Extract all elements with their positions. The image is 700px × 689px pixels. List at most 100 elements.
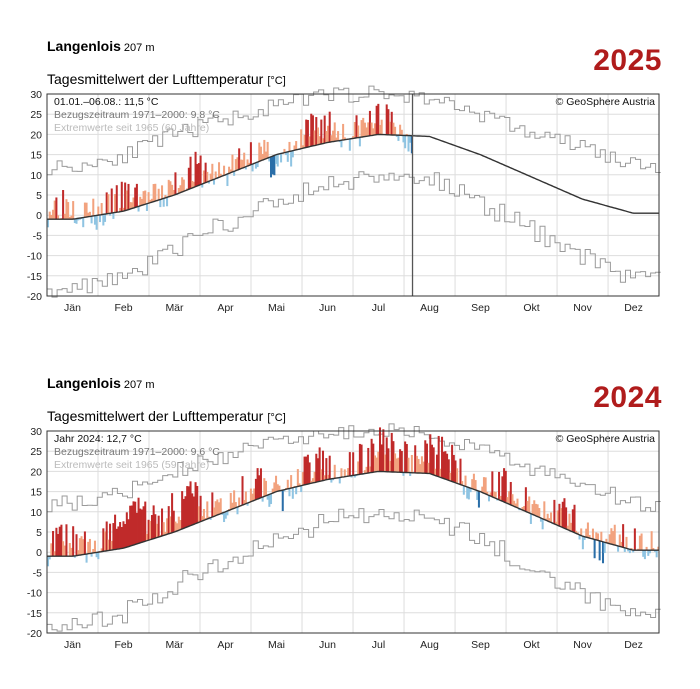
- anomaly-bar: [429, 434, 432, 474]
- anomaly-bar: [196, 164, 199, 187]
- anomaly-bar: [149, 520, 152, 540]
- anomaly-bar: [601, 541, 605, 564]
- station-name: Langenlois 207 m: [47, 38, 155, 54]
- anomaly-bar: [308, 136, 311, 147]
- anomaly-bar: [323, 115, 326, 144]
- anomaly-bar: [127, 519, 130, 547]
- anomaly-bar: [338, 477, 341, 484]
- month-label: Aug: [420, 302, 439, 314]
- anomaly-bar: [271, 156, 274, 175]
- anomaly-bar: [179, 520, 182, 530]
- chart-title: Tagesmittelwert der Lufttemperatur [°C]: [47, 408, 286, 424]
- reference-text: Bezugszeitraum 1971–2000: 9,8 °C: [54, 109, 220, 121]
- anomaly-bar: [258, 142, 261, 162]
- anomaly-bar: [300, 129, 303, 149]
- anomaly-bar: [114, 194, 117, 213]
- anomaly-bar: [647, 550, 650, 556]
- anomaly-bar: [83, 202, 86, 218]
- anomaly-bar: [104, 214, 107, 222]
- anomaly-bar: [437, 435, 440, 477]
- anomaly-bar: [166, 197, 169, 207]
- anomaly-bar: [332, 130, 335, 142]
- anomaly-bar: [558, 503, 561, 526]
- anomaly-bar: [575, 530, 578, 533]
- anomaly-bar: [308, 462, 311, 484]
- anomaly-bar: [603, 541, 606, 554]
- anomaly-bar: [244, 491, 247, 505]
- anomaly-bar: [617, 545, 620, 552]
- anomaly-bar: [177, 516, 180, 531]
- anomaly-bar: [174, 172, 177, 195]
- anomaly-bar: [82, 539, 85, 555]
- anomaly-bar: [201, 516, 204, 522]
- month-label: Jun: [319, 302, 336, 314]
- anomaly-bar: [358, 137, 361, 147]
- anomaly-bar: [380, 119, 383, 135]
- anomaly-bar: [268, 494, 271, 507]
- anomaly-bar: [192, 181, 195, 188]
- anomaly-bar: [72, 526, 75, 557]
- credit-text: © GeoSphere Austria: [556, 433, 656, 445]
- chart-panel-2024: Langenlois 207 m Tagesmittelwert der Luft…: [0, 337, 700, 677]
- anomaly-bar: [119, 207, 122, 212]
- anomaly-bar: [404, 135, 407, 149]
- anomaly-bar: [373, 455, 376, 473]
- month-label: Nov: [573, 302, 592, 314]
- anomaly-bar: [201, 184, 204, 188]
- y-tick-label: 30: [30, 89, 42, 101]
- anomaly-bar: [630, 548, 633, 550]
- anomaly-bar: [73, 219, 76, 224]
- anomaly-bar: [199, 155, 202, 186]
- reference-text: Bezugszeitraum 1971–2000: 9,6 °C: [54, 446, 220, 458]
- anomaly-bar: [588, 534, 591, 538]
- y-tick-label: 5: [36, 527, 42, 539]
- anomaly-bar: [67, 202, 70, 220]
- anomaly-bar: [214, 501, 217, 517]
- anomaly-bar: [568, 513, 571, 531]
- anomaly-bar: [375, 457, 378, 472]
- anomaly-bar: [132, 501, 135, 546]
- anomaly-bar: [258, 475, 261, 499]
- anomaly-bar: [209, 518, 212, 520]
- extremes-text: Extremwerte seit 1965 (59 Jahre): [54, 459, 209, 471]
- anomaly-bar: [177, 188, 180, 194]
- station-altitude: 207 m: [123, 42, 155, 54]
- anomaly-bar: [224, 512, 227, 519]
- anomaly-bar: [119, 522, 122, 549]
- anomaly-bar: [57, 533, 60, 557]
- anomaly-bar: [117, 526, 120, 550]
- anomaly-bar: [130, 202, 133, 209]
- anomaly-bar: [328, 111, 331, 143]
- y-tick-label: 15: [30, 150, 42, 162]
- month-label: Mai: [268, 639, 285, 651]
- anomaly-bar: [360, 444, 363, 475]
- anomaly-bar: [249, 142, 252, 166]
- anomaly-bar: [286, 479, 289, 490]
- anomaly-bar: [595, 532, 598, 540]
- anomaly-bar: [114, 514, 117, 550]
- anomaly-bar: [528, 496, 531, 513]
- anomaly-bar: [607, 541, 610, 543]
- anomaly-bar: [75, 534, 78, 556]
- y-tick-label: -5: [33, 230, 42, 242]
- anomaly-bar: [402, 472, 405, 476]
- y-tick-label: 20: [30, 466, 42, 478]
- anomaly-bar: [653, 550, 656, 552]
- y-tick-label: 25: [30, 446, 42, 458]
- anomaly-bar: [430, 444, 433, 475]
- month-label: Apr: [217, 302, 234, 314]
- anomaly-bar: [318, 136, 321, 145]
- anomaly-bar: [521, 507, 524, 510]
- anomaly-bar: [256, 162, 259, 168]
- anomaly-bar: [355, 475, 358, 477]
- anomaly-bar: [197, 506, 200, 523]
- anomaly-bar: [563, 498, 566, 528]
- anomaly-bar: [375, 105, 378, 135]
- anomaly-bar: [358, 443, 361, 475]
- anomaly-bar: [493, 491, 496, 498]
- anomaly-bar: [92, 198, 95, 217]
- anomaly-bar: [657, 546, 660, 551]
- anomaly-bar: [625, 536, 628, 549]
- anomaly-bar: [189, 156, 192, 190]
- anomaly-bar: [531, 504, 534, 514]
